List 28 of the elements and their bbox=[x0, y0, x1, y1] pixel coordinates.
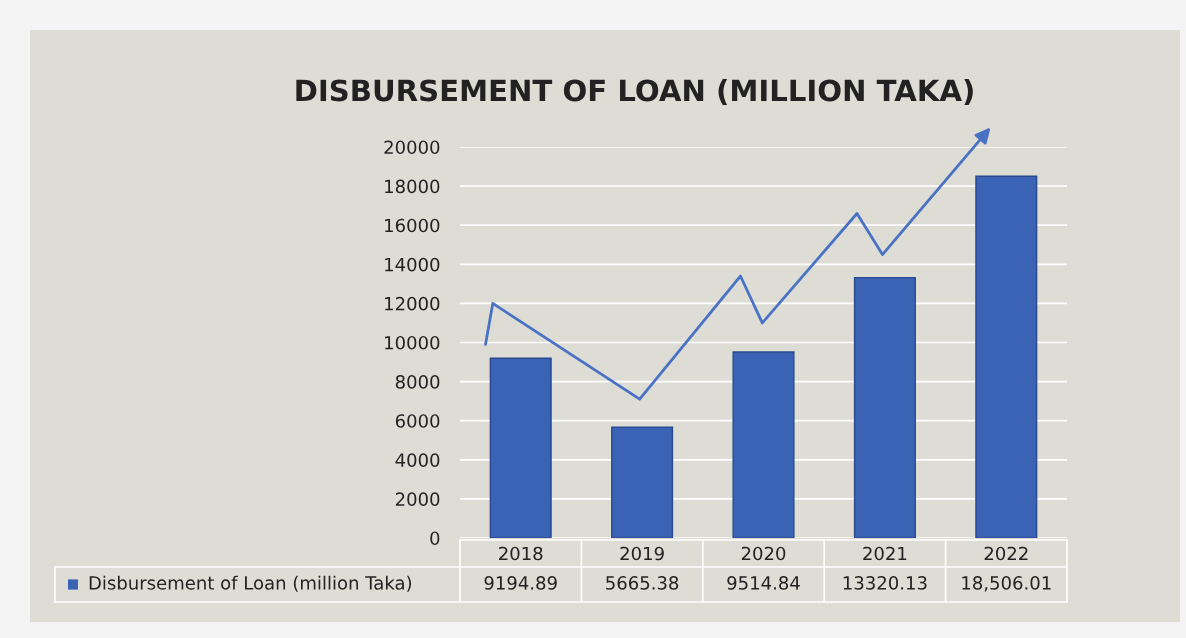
y-tick-label: 6000 bbox=[395, 414, 440, 428]
x-tick-label: 2018 bbox=[499, 546, 543, 561]
y-tick-label: 8000 bbox=[395, 375, 440, 389]
x-tick-label: 2022 bbox=[984, 546, 1028, 561]
bar bbox=[975, 175, 1038, 538]
bar bbox=[611, 426, 674, 538]
y-tick-label: 0 bbox=[430, 531, 440, 546]
y-tick-label: 14000 bbox=[385, 257, 440, 272]
data-label: 9514.84 bbox=[727, 576, 800, 590]
data-label: 18,506.01 bbox=[962, 576, 1051, 592]
data-label: 5665.38 bbox=[606, 576, 679, 590]
y-tick-label: 20000 bbox=[384, 140, 440, 155]
y-tick-label: 16000 bbox=[385, 218, 440, 233]
x-tick-label: 2021 bbox=[863, 546, 907, 561]
legend-label: Disbursement of Loan (million Taka) bbox=[89, 575, 412, 592]
bar bbox=[489, 357, 552, 538]
x-tick-label: 2020 bbox=[741, 546, 786, 561]
y-tick-label: 2000 bbox=[395, 492, 440, 507]
bar bbox=[732, 351, 795, 538]
data-label: 13320.13 bbox=[843, 576, 927, 590]
x-tick-label: 2019 bbox=[620, 546, 664, 561]
chart-title: DISBURSEMENT OF LOAN (MILLION TAKA) bbox=[296, 78, 973, 105]
data-label: 9194.89 bbox=[484, 576, 557, 590]
y-tick-label: 4000 bbox=[395, 453, 440, 467]
y-tick-label: 18000 bbox=[385, 179, 440, 194]
y-tick-label: 10000 bbox=[385, 335, 440, 350]
bar bbox=[853, 276, 916, 538]
y-tick-label: 12000 bbox=[385, 296, 440, 311]
